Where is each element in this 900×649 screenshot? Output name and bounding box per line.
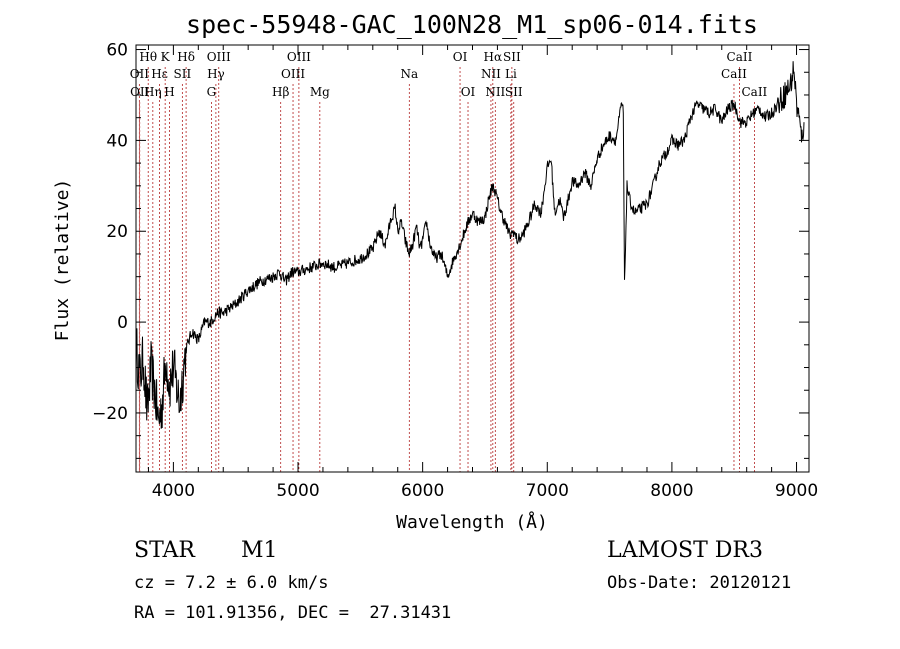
- spectral-line-label: H: [164, 85, 174, 99]
- y-tick-label: 40: [106, 131, 128, 151]
- x-tick-label: 4000: [152, 481, 195, 501]
- spectral-line-label: Li: [505, 67, 517, 81]
- x-tick-label: 7000: [526, 481, 569, 501]
- spectral-line-label: Mg: [310, 85, 330, 99]
- x-tick-label: 5000: [276, 481, 319, 501]
- x-tick-label: 6000: [401, 481, 444, 501]
- flux-series: [135, 61, 805, 429]
- spectral-line-label: SII: [174, 67, 192, 81]
- x-tick-label: 9000: [775, 481, 818, 501]
- spectral-line-label: Hα: [484, 50, 503, 64]
- spectral-line-label: NII: [485, 85, 505, 99]
- spectral-line-label: SII: [505, 85, 523, 99]
- spectral-line-label: OIII: [281, 67, 305, 81]
- chart-title: spec-55948-GAC_100N28_M1_sp06-014.fits: [186, 10, 758, 39]
- spectral-line-label: Hη: [144, 85, 162, 99]
- spectral-line-label: CaII: [727, 50, 753, 64]
- spectral-line-label: NII: [481, 67, 501, 81]
- spectral-line-label: G: [207, 85, 217, 99]
- spectral-line-label: Na: [400, 67, 418, 81]
- object-class: STAR: [134, 538, 195, 563]
- spectral-line-label: Hε: [151, 67, 168, 81]
- spectral-line-label: OIII: [207, 50, 231, 64]
- spectral-line-label: OIII: [287, 50, 311, 64]
- x-axis-label: Wavelength (Å): [396, 511, 548, 533]
- flux-line: [135, 61, 805, 429]
- spectral-line-label: SII: [503, 50, 521, 64]
- y-tick-label: −20: [92, 404, 128, 424]
- spectral-line-label: K: [161, 50, 171, 64]
- y-axis-label: Flux (relative): [52, 179, 73, 342]
- spectral-line-label: Hγ: [207, 67, 225, 81]
- spectral-line-label: Hδ: [177, 50, 195, 64]
- x-tick-label: 8000: [650, 481, 693, 501]
- observation-date: Obs-Date: 20120121: [607, 573, 792, 593]
- object-subclass: M1: [241, 538, 278, 563]
- y-tick-label: 0: [117, 313, 128, 333]
- spectral-line-label: OII: [130, 67, 150, 81]
- survey-name: LAMOST DR3: [607, 538, 763, 563]
- y-tick-label: 60: [106, 41, 128, 61]
- y-tick-label: 20: [106, 222, 128, 242]
- spectral-line-label: OII: [130, 85, 150, 99]
- spectral-line-label: Hβ: [272, 85, 289, 99]
- spectral-line-label: Hθ: [139, 50, 157, 64]
- spectral-line-label: OI: [453, 50, 468, 64]
- spectral-line-label: OI: [461, 85, 476, 99]
- spectral-line-label: CaII: [721, 67, 747, 81]
- spectral-line-label: CaII: [741, 85, 767, 99]
- sky-coordinates: RA = 101.91356, DEC = 27.31431: [134, 603, 452, 623]
- axis-ticks: 4000 5000 6000 7000 8000 9000 −20 0 20 40 60: [92, 41, 818, 501]
- redshift-cz: cz = 7.2 ± 6.0 km/s: [134, 573, 329, 593]
